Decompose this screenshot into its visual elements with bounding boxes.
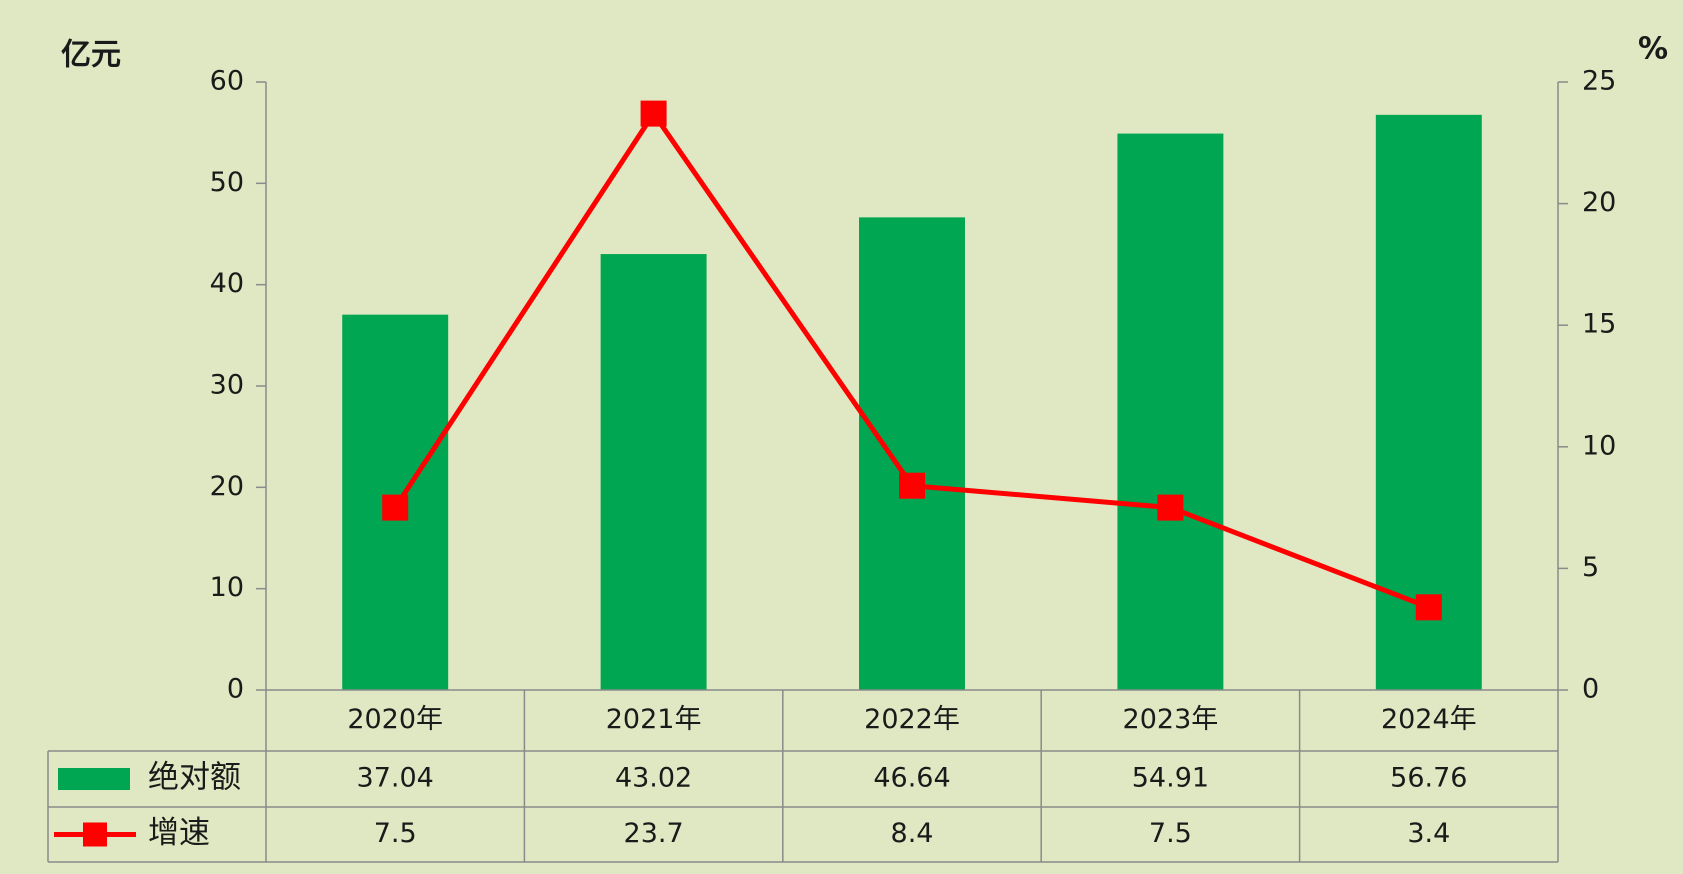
y2-tick-label: 25: [1582, 66, 1616, 97]
x-tick-label: 2021年: [606, 704, 702, 735]
legend-swatch: [58, 768, 130, 790]
y2-tick-label: 5: [1582, 552, 1599, 583]
table-value: 54.91: [1132, 763, 1209, 794]
x-tick-label: 2020年: [347, 704, 443, 735]
table-value: 7.5: [374, 818, 417, 849]
line-marker: [1157, 494, 1184, 521]
y-tick-label: 50: [210, 167, 244, 198]
line-marker: [640, 100, 667, 127]
bar: [1117, 133, 1224, 690]
x-tick-label: 2023年: [1123, 704, 1219, 735]
table-value: 3.4: [1407, 818, 1450, 849]
line-marker: [899, 472, 925, 499]
bar: [600, 254, 707, 690]
line-marker: [382, 494, 409, 521]
y2-axis-label: %: [1638, 32, 1668, 67]
y2-tick-label: 20: [1582, 187, 1616, 218]
table-value: 23.7: [624, 818, 684, 849]
legend-label: 绝对额: [148, 760, 241, 796]
legend-marker: [83, 822, 107, 847]
table-value: 56.76: [1390, 763, 1467, 794]
table-value: 43.02: [615, 763, 692, 794]
y2-tick-label: 0: [1582, 674, 1599, 705]
y2-tick-label: 10: [1582, 430, 1616, 461]
table-value: 7.5: [1149, 818, 1192, 849]
y-tick-label: 0: [227, 674, 244, 705]
y2-tick-label: 15: [1582, 309, 1616, 340]
y-tick-label: 30: [210, 370, 244, 401]
x-tick-label: 2024年: [1381, 704, 1477, 735]
y-tick-label: 20: [210, 471, 244, 502]
line-marker: [1415, 594, 1442, 621]
y-tick-label: 40: [210, 268, 244, 299]
bar: [859, 217, 965, 690]
table-value: 8.4: [891, 818, 934, 849]
y-tick-label: 60: [210, 66, 244, 97]
table-value: 37.04: [357, 763, 434, 794]
table-value: 46.64: [873, 763, 950, 794]
y-axis-label: 亿元: [61, 38, 121, 73]
legend-label: 增速: [148, 815, 210, 851]
x-tick-label: 2022年: [864, 704, 960, 735]
y-tick-label: 10: [210, 572, 244, 603]
